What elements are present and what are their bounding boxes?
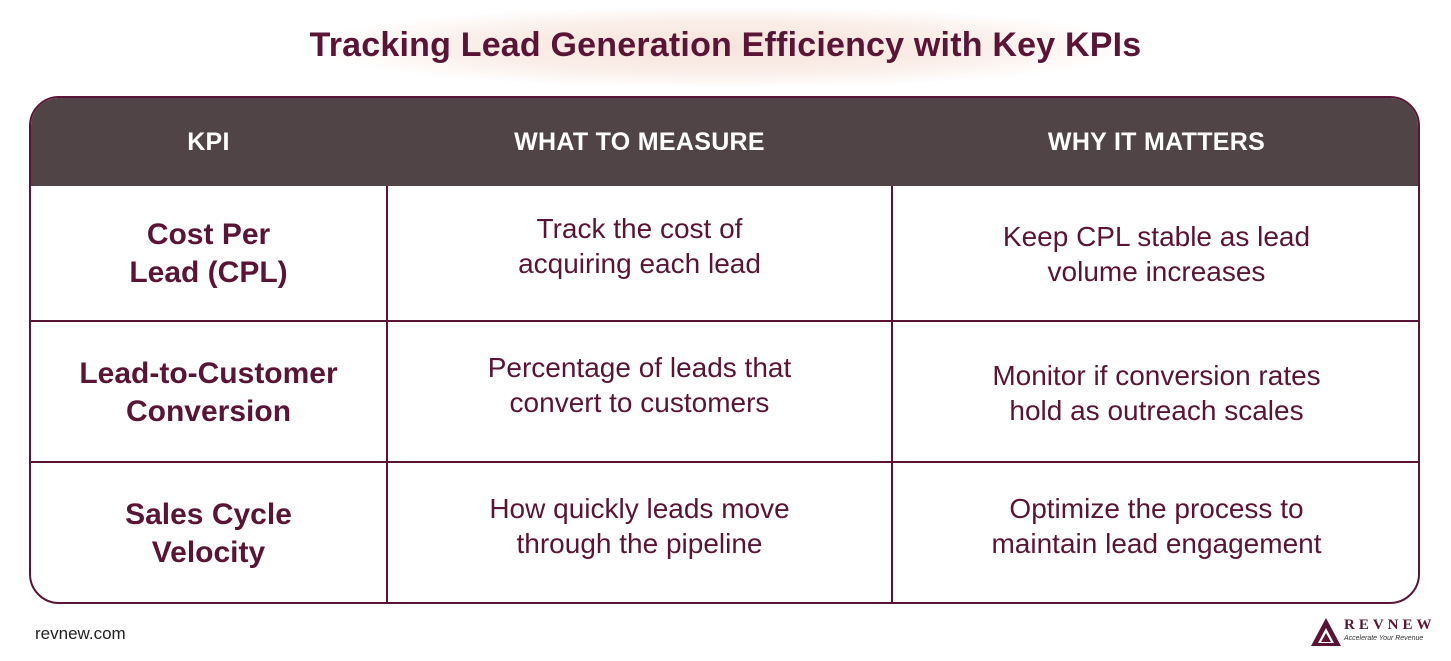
revnew-logo: REVNEW Accelerate Your Revenue [1310,615,1435,649]
matters-text-line: Optimize the process to [1009,492,1304,524]
kpi-name-line: Sales Cycle [125,497,292,531]
measure-text-line: through the pipeline [516,527,763,559]
kpi-name-line: Lead (CPL) [129,256,288,289]
kpi-name-line: Cost Per [146,218,271,251]
kpi-name-line: Lead-to-Customer [79,356,338,390]
matters-cell: Keep CPL stable as lead volume increases [893,186,1418,322]
column-divider [386,186,388,602]
measure-cell: How quickly leads move through the pipel… [388,463,891,602]
kpi-table: KPI WHAT TO MEASURE WHY IT MATTERS Cost … [29,96,1420,604]
table-row: Sales Cycle Velocity How quickly leads m… [31,463,1418,602]
row-divider [31,320,1418,322]
matters-text-line: Keep CPL stable as lead [1002,221,1311,252]
column-header-what-to-measure: WHAT TO MEASURE [514,127,765,156]
matters-text-line: Monitor if conversion rates [992,359,1321,391]
kpi-cell: Lead-to-Customer Conversion [31,322,386,463]
measure-text-line: Track the cost of [536,213,743,244]
logo-wordmark: REVNEW [1344,617,1436,633]
matters-cell: Optimize the process to maintain lead en… [893,463,1418,602]
table-row: Cost Per Lead (CPL) Track the cost of ac… [31,186,1418,322]
row-divider [31,461,1418,463]
column-header-why-it-matters: WHY IT MATTERS [1047,127,1266,156]
matters-text-line: maintain lead engagement [991,527,1322,559]
measure-text-line: Percentage of leads that [487,351,792,383]
kpi-name-line: Velocity [151,535,266,569]
matters-text-line: hold as outreach scales [1009,394,1304,426]
kpi-name-line: Conversion [125,394,292,428]
measure-cell: Percentage of leads that convert to cust… [388,322,891,463]
measure-cell: Track the cost of acquiring each lead [388,186,891,322]
title-glow [330,8,1120,86]
column-divider [891,186,893,602]
footer-url[interactable]: revnew.com [35,624,126,643]
kpi-cell: Cost Per Lead (CPL) [31,186,386,322]
column-header-kpi: KPI [187,127,230,156]
kpi-cell: Sales Cycle Velocity [31,463,386,602]
mountain-logo-icon [1311,618,1341,646]
table-header: KPI WHAT TO MEASURE WHY IT MATTERS [31,98,1418,186]
measure-text-line: acquiring each lead [518,248,761,279]
logo-tagline: Accelerate Your Revenue [1344,635,1424,642]
measure-text-line: convert to customers [509,386,770,418]
matters-text-line: volume increases [1047,256,1266,287]
table-row: Lead-to-Customer Conversion Percentage o… [31,322,1418,463]
matters-cell: Monitor if conversion rates hold as outr… [893,322,1418,463]
measure-text-line: How quickly leads move [489,492,790,524]
page-title: Tracking Lead Generation Efficiency with… [309,26,1142,64]
